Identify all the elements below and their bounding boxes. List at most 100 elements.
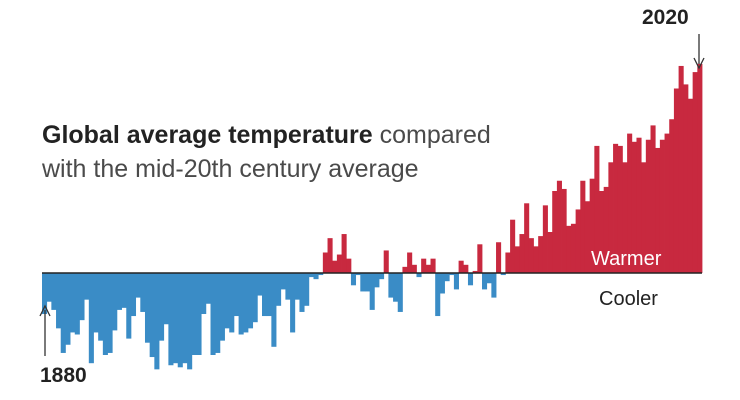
bar-1961 bbox=[421, 258, 427, 273]
chart-title: Global average temperature compared with… bbox=[42, 118, 562, 186]
bar-1881 bbox=[46, 273, 52, 302]
bar-1940 bbox=[322, 252, 328, 273]
bar-1990 bbox=[556, 180, 562, 273]
bar-1923 bbox=[243, 273, 249, 333]
bar-1903 bbox=[149, 273, 155, 358]
bar-1919 bbox=[224, 273, 230, 329]
bar-1967 bbox=[449, 273, 455, 276]
bar-1933 bbox=[290, 273, 296, 333]
bar-1956 bbox=[397, 273, 403, 312]
bar-1939 bbox=[318, 273, 324, 276]
bars-group bbox=[42, 63, 703, 370]
bar-1916 bbox=[210, 273, 216, 355]
bar-2001 bbox=[608, 162, 614, 273]
bar-1882 bbox=[51, 273, 57, 310]
bar-1944 bbox=[341, 234, 347, 273]
bar-1953 bbox=[383, 250, 389, 273]
bar-1979 bbox=[505, 252, 511, 273]
bar-1914 bbox=[201, 273, 207, 314]
arrow-start-icon bbox=[39, 304, 51, 356]
bar-1902 bbox=[144, 273, 151, 343]
bar-1950 bbox=[369, 273, 375, 310]
bar-1948 bbox=[360, 273, 366, 292]
bar-1937 bbox=[308, 273, 314, 278]
bar-1986 bbox=[538, 236, 544, 273]
bar-1904 bbox=[154, 273, 160, 370]
bar-1897 bbox=[121, 273, 127, 308]
bar-1929 bbox=[271, 273, 277, 347]
bar-1907 bbox=[168, 273, 174, 366]
bar-1999 bbox=[599, 191, 605, 273]
bar-1886 bbox=[70, 273, 76, 333]
bar-1997 bbox=[589, 178, 595, 273]
bar-2003 bbox=[617, 145, 623, 273]
bar-2009 bbox=[645, 139, 651, 273]
bar-2015 bbox=[673, 88, 679, 273]
bar-1895 bbox=[112, 273, 118, 331]
bar-1893 bbox=[102, 273, 108, 355]
bar-2013 bbox=[664, 133, 670, 273]
bar-1951 bbox=[374, 273, 380, 288]
warmer-label: Warmer bbox=[591, 248, 662, 270]
bar-1888 bbox=[79, 273, 85, 321]
bar-2006 bbox=[631, 141, 637, 273]
start-year-label: 1880 bbox=[40, 364, 87, 387]
bar-1928 bbox=[266, 273, 272, 317]
bar-1900 bbox=[135, 273, 141, 298]
bar-1935 bbox=[299, 273, 305, 312]
bar-1909 bbox=[177, 273, 183, 368]
bar-1955 bbox=[393, 273, 399, 302]
bar-2010 bbox=[650, 125, 656, 274]
bar-1987 bbox=[542, 205, 548, 273]
bar-1958 bbox=[407, 252, 413, 273]
bar-1977 bbox=[496, 242, 502, 273]
bar-2019 bbox=[692, 72, 698, 273]
bar-1966 bbox=[444, 273, 450, 282]
bar-1880 bbox=[42, 273, 48, 314]
bar-1968 bbox=[453, 273, 459, 290]
bar-1984 bbox=[528, 238, 534, 273]
bar-1920 bbox=[229, 273, 235, 333]
bar-1896 bbox=[116, 273, 122, 310]
bar-1915 bbox=[205, 273, 211, 304]
bar-1998 bbox=[594, 145, 600, 273]
bar-1946 bbox=[350, 273, 357, 286]
bar-1938 bbox=[313, 273, 319, 280]
bar-1965 bbox=[439, 273, 445, 294]
bar-1931 bbox=[280, 273, 286, 290]
bar-1932 bbox=[285, 273, 291, 300]
bar-1963 bbox=[430, 258, 436, 273]
bar-1908 bbox=[173, 273, 179, 364]
bar-1905 bbox=[159, 273, 165, 341]
bar-2020 bbox=[697, 63, 703, 274]
cooler-label: Cooler bbox=[599, 288, 658, 310]
bar-1892 bbox=[98, 273, 104, 341]
bar-1964 bbox=[435, 273, 441, 317]
chart-title-line2: with the mid-20th century average bbox=[42, 155, 419, 183]
bar-1957 bbox=[402, 266, 408, 273]
bar-1943 bbox=[336, 254, 342, 273]
bar-1934 bbox=[294, 273, 300, 300]
bar-1982 bbox=[519, 234, 525, 273]
bar-1925 bbox=[252, 273, 258, 323]
bar-1945 bbox=[346, 258, 352, 273]
bar-1976 bbox=[491, 273, 497, 298]
bar-2007 bbox=[636, 137, 642, 273]
bar-1952 bbox=[379, 273, 385, 280]
bar-1911 bbox=[187, 273, 193, 370]
bar-1891 bbox=[93, 273, 99, 333]
bar-1913 bbox=[196, 273, 202, 355]
bar-1994 bbox=[575, 209, 581, 273]
bar-1890 bbox=[88, 273, 94, 364]
bar-1922 bbox=[238, 273, 244, 335]
bar-2002 bbox=[613, 143, 619, 273]
bar-1978 bbox=[500, 273, 506, 276]
bar-1884 bbox=[60, 273, 66, 353]
bar-1941 bbox=[327, 238, 333, 273]
bar-1996 bbox=[584, 201, 591, 273]
chart-title-rest: compared bbox=[372, 121, 491, 149]
bar-1883 bbox=[56, 273, 62, 329]
bar-1981 bbox=[514, 246, 520, 273]
bar-1992 bbox=[566, 225, 572, 273]
